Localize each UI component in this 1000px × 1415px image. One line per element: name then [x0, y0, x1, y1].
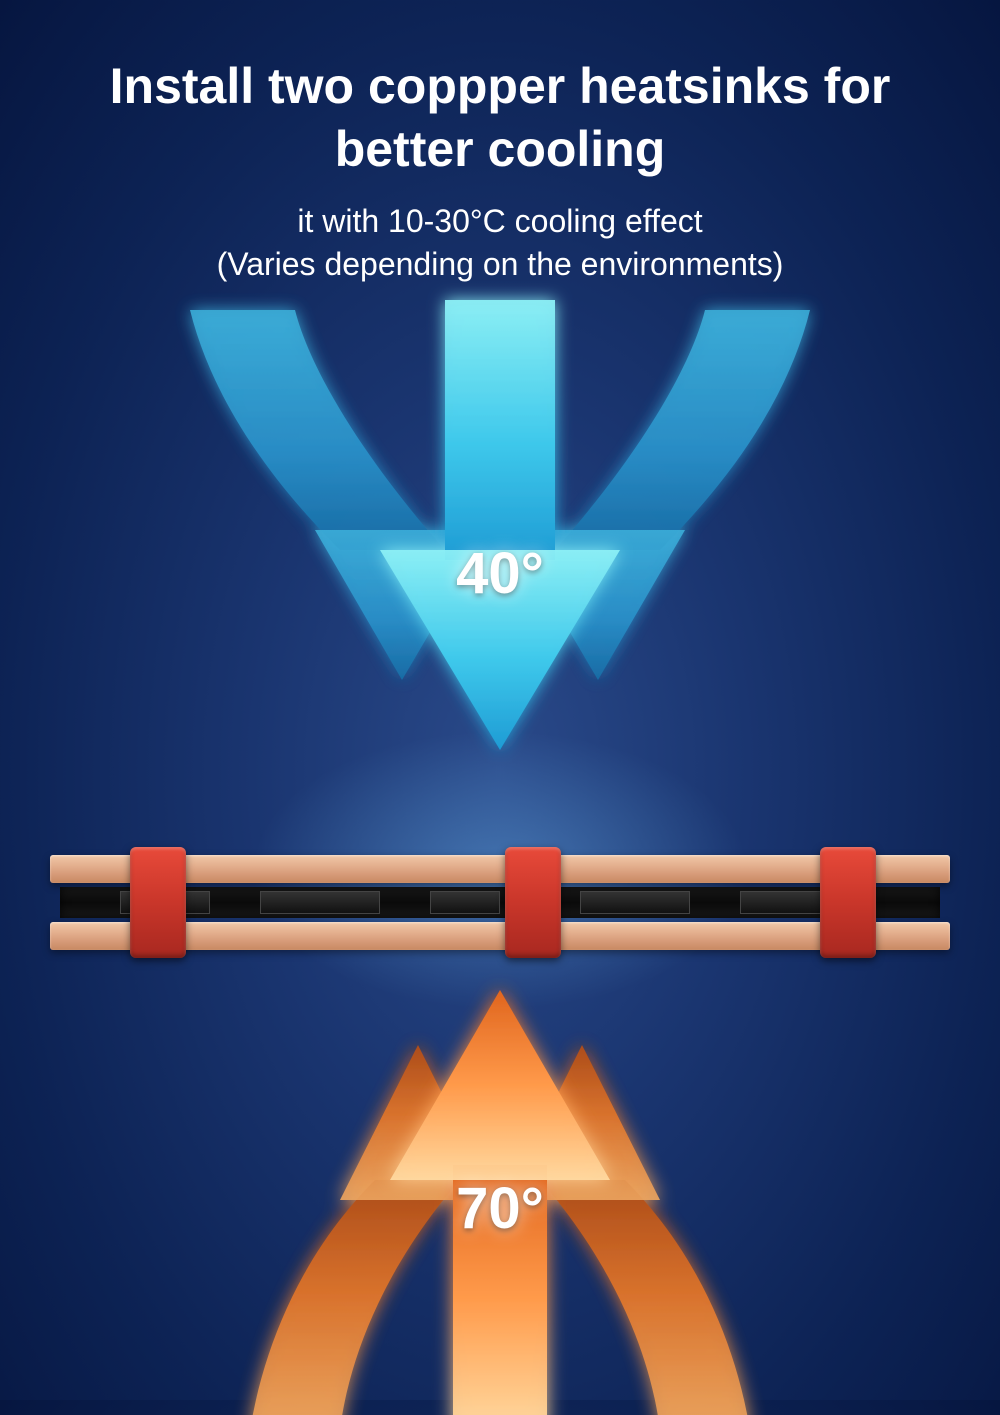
cool-temperature-label: 40°: [456, 540, 544, 607]
ssd-board: [60, 887, 940, 918]
hot-temperature-label: 70°: [456, 1175, 544, 1242]
chip: [430, 891, 500, 914]
chip: [740, 891, 830, 914]
diagram-stage: 40°: [0, 0, 1000, 1400]
clip: [505, 847, 561, 958]
clip: [130, 847, 186, 958]
clip: [820, 847, 876, 958]
chip: [580, 891, 690, 914]
chip: [260, 891, 380, 914]
heatsink-assembly: [50, 855, 950, 950]
